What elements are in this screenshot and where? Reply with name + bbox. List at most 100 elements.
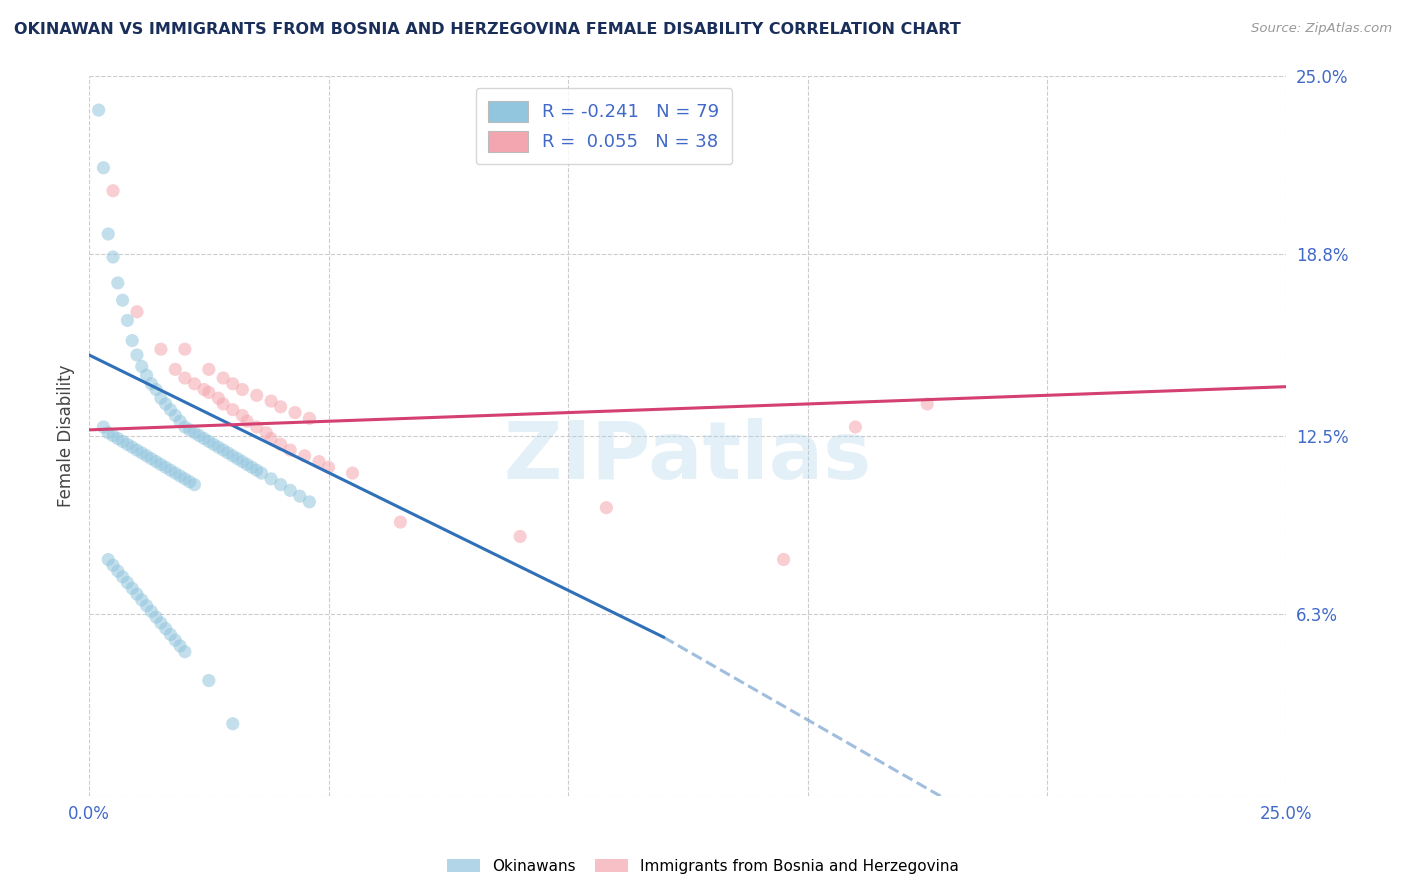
Point — [270, 477, 292, 491]
Point — [101, 184, 124, 198]
Point — [915, 397, 938, 411]
Point — [125, 443, 148, 458]
Point — [240, 460, 263, 475]
Point — [169, 469, 191, 483]
Point — [217, 446, 239, 460]
Point — [155, 622, 177, 636]
Point — [165, 409, 187, 423]
Point — [212, 443, 235, 458]
Point — [207, 391, 229, 405]
Point — [149, 458, 172, 472]
Point — [231, 454, 253, 468]
Point — [155, 397, 177, 411]
Point — [101, 558, 124, 573]
Point — [288, 489, 311, 503]
Point — [111, 434, 134, 449]
Point — [131, 359, 153, 374]
Point — [222, 376, 245, 391]
Point — [198, 385, 221, 400]
Point — [183, 425, 205, 440]
Point — [107, 564, 129, 578]
Point — [308, 454, 330, 468]
Point — [101, 428, 124, 442]
Point — [165, 466, 187, 480]
Point — [278, 483, 301, 498]
Point — [145, 610, 167, 624]
Point — [93, 420, 115, 434]
Point — [159, 463, 181, 477]
Point — [222, 402, 245, 417]
Point — [159, 627, 181, 641]
Point — [111, 570, 134, 584]
Point — [145, 383, 167, 397]
Point — [260, 394, 283, 409]
Point — [183, 477, 205, 491]
Point — [97, 552, 120, 566]
Point — [595, 500, 617, 515]
Point — [149, 615, 172, 630]
Point — [202, 437, 225, 451]
Point — [236, 458, 259, 472]
Point — [173, 420, 195, 434]
Point — [179, 475, 201, 489]
Point — [117, 575, 139, 590]
Point — [173, 472, 195, 486]
Point — [97, 227, 120, 241]
Point — [389, 515, 412, 529]
Point — [318, 460, 340, 475]
Point — [93, 161, 115, 175]
Point — [111, 293, 134, 308]
Point — [772, 552, 794, 566]
Legend: R = -0.241   N = 79, R =  0.055   N = 38: R = -0.241 N = 79, R = 0.055 N = 38 — [475, 88, 733, 164]
Point — [125, 587, 148, 601]
Point — [844, 420, 866, 434]
Point — [509, 529, 531, 543]
Point — [212, 397, 235, 411]
Point — [97, 425, 120, 440]
Point — [87, 103, 110, 117]
Point — [212, 371, 235, 385]
Point — [107, 276, 129, 290]
Text: Source: ZipAtlas.com: Source: ZipAtlas.com — [1251, 22, 1392, 36]
Point — [125, 348, 148, 362]
Point — [165, 362, 187, 376]
Point — [236, 414, 259, 428]
Point — [294, 449, 316, 463]
Point — [145, 454, 167, 468]
Point — [270, 400, 292, 414]
Point — [198, 673, 221, 688]
Point — [135, 599, 157, 613]
Point — [165, 633, 187, 648]
Point — [246, 388, 269, 402]
Point — [231, 383, 253, 397]
Point — [198, 434, 221, 449]
Point — [270, 437, 292, 451]
Point — [169, 414, 191, 428]
Point — [173, 371, 195, 385]
Point — [342, 466, 364, 480]
Point — [298, 495, 321, 509]
Point — [117, 313, 139, 327]
Point — [121, 440, 143, 454]
Legend: Okinawans, Immigrants from Bosnia and Herzegovina: Okinawans, Immigrants from Bosnia and He… — [440, 853, 966, 880]
Point — [107, 432, 129, 446]
Point — [125, 305, 148, 319]
Point — [193, 432, 215, 446]
Point — [254, 425, 277, 440]
Text: ZIPatlas: ZIPatlas — [503, 418, 872, 496]
Text: OKINAWAN VS IMMIGRANTS FROM BOSNIA AND HERZEGOVINA FEMALE DISABILITY CORRELATION: OKINAWAN VS IMMIGRANTS FROM BOSNIA AND H… — [14, 22, 960, 37]
Point — [222, 449, 245, 463]
Point — [246, 420, 269, 434]
Point — [135, 368, 157, 383]
Point — [260, 472, 283, 486]
Point — [278, 443, 301, 458]
Y-axis label: Female Disability: Female Disability — [58, 365, 75, 507]
Point — [260, 432, 283, 446]
Point — [141, 451, 163, 466]
Point — [117, 437, 139, 451]
Point — [149, 391, 172, 405]
Point — [173, 645, 195, 659]
Point — [169, 639, 191, 653]
Point — [298, 411, 321, 425]
Point — [188, 428, 211, 442]
